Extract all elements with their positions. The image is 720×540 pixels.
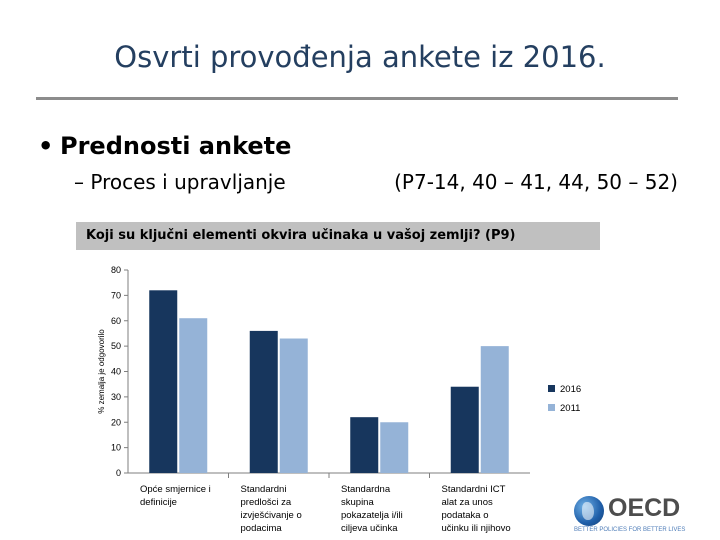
y-tick-label: 50 xyxy=(111,341,121,351)
legend-swatch-2016 xyxy=(548,385,555,392)
oecd-globe-icon xyxy=(574,496,604,526)
bullet-text: Prednosti ankete xyxy=(60,132,292,160)
legend-swatch-2011 xyxy=(548,404,555,411)
bullet-marker: • xyxy=(38,132,54,160)
category-label-line: skupina xyxy=(341,497,374,508)
category-label-line: Standardni xyxy=(241,484,287,495)
sub-bullet-text: Proces i upravljanje xyxy=(90,170,286,194)
category-label-line: definicije xyxy=(140,497,177,508)
question-banner: Koji su ključni elementi okvira učinaka … xyxy=(76,222,600,250)
bar-2016 xyxy=(149,290,178,473)
category-label: Standardni predlošci za izvješćivanje o pod… xyxy=(241,484,302,534)
category-label: Standardna skupina pokazatelja i/ili ciljev… xyxy=(341,484,403,534)
y-tick-label: 80 xyxy=(111,265,121,275)
bar-2016 xyxy=(249,330,278,473)
logo-tagline: BETTER POLICIES FOR BETTER LIVES xyxy=(574,527,686,533)
category-label-line: Standardni ICT xyxy=(442,484,506,495)
category-label-line: Opće smjernice i xyxy=(140,484,211,495)
question-text: Koji su ključni elementi okvira učinaka … xyxy=(86,228,516,243)
category-label: Opće smjernice i definicije xyxy=(140,484,211,508)
title-divider xyxy=(36,97,678,100)
category-label-line: podataka o xyxy=(442,510,489,521)
category-label: Standardni ICT alat za unos podataka o učin… xyxy=(442,484,511,534)
y-tick-label: 20 xyxy=(111,417,121,427)
y-tick-label: 70 xyxy=(111,290,121,300)
bar-2011 xyxy=(480,346,509,473)
y-tick-label: 30 xyxy=(111,392,121,402)
bullet-item: • Prednosti ankete xyxy=(38,132,291,160)
sub-bullet-left: – Proces i upravljanje xyxy=(74,170,286,194)
question-reference: (P7-14, 40 – 41, 44, 50 – 52) xyxy=(394,170,678,194)
category-label-line: ciljeva učinka xyxy=(341,523,398,534)
category-label-line: učinku ili njihovo xyxy=(442,523,511,534)
bar-2011 xyxy=(279,338,308,473)
bar-2016 xyxy=(350,417,379,473)
sub-bullet-marker: – xyxy=(74,170,84,194)
slide-title: Osvrti provođenja ankete iz 2016. xyxy=(114,40,606,74)
oecd-logo: OECD BETTER POLICIES FOR BETTER LIVES xyxy=(572,494,692,534)
y-tick-label: 60 xyxy=(111,316,121,326)
y-tick-label: 0 xyxy=(116,468,121,478)
y-axis-label: % zemalja je odgovorilo xyxy=(97,329,106,414)
category-label-line: predlošci za xyxy=(241,497,292,508)
bar-2016 xyxy=(450,386,479,473)
bar-2011 xyxy=(179,318,208,473)
legend-label-2011: 2011 xyxy=(560,403,580,414)
category-label-line: Standardna xyxy=(341,484,391,495)
legend-label-2016: 2016 xyxy=(560,384,581,395)
category-label-line: izvješćivanje o xyxy=(241,510,302,521)
category-label-line: podacima xyxy=(241,523,283,534)
category-label-line: alat za unos xyxy=(442,497,493,508)
bar-2011 xyxy=(380,422,409,473)
logo-word: OECD xyxy=(608,494,681,522)
y-tick-label: 10 xyxy=(111,443,121,453)
category-label-line: pokazatelja i/ili xyxy=(341,510,403,521)
y-tick-label: 40 xyxy=(111,367,121,377)
